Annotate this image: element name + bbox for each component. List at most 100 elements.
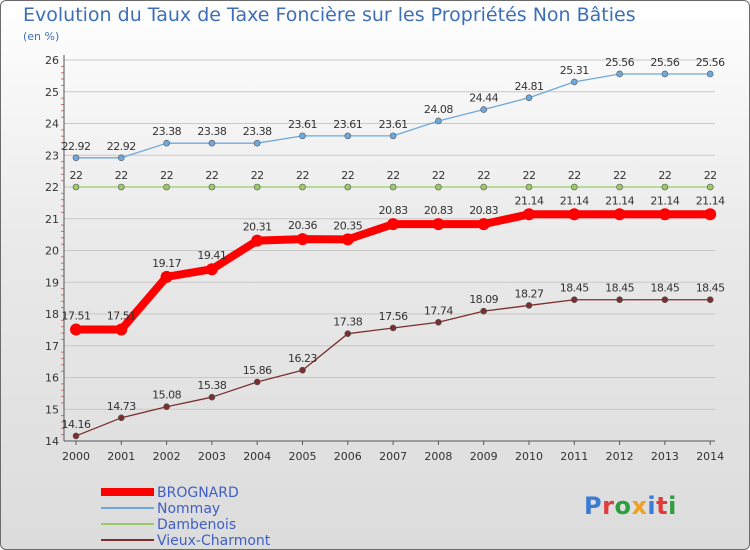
- x-tick-label: 2010: [515, 450, 543, 463]
- data-label: 22: [296, 169, 309, 182]
- legend-label: Nommay: [157, 501, 220, 517]
- data-label: 14.16: [62, 418, 91, 431]
- data-label: 22: [658, 169, 671, 182]
- y-tick-label: 21: [45, 213, 59, 226]
- data-point: [658, 208, 671, 221]
- data-point: [661, 183, 669, 191]
- data-label: 18.45: [696, 282, 725, 295]
- data-point: [299, 132, 306, 140]
- x-tick-label: 2005: [289, 450, 317, 463]
- data-point: [480, 307, 488, 315]
- data-point: [344, 330, 352, 337]
- data-point: [661, 296, 669, 304]
- data-point: [118, 414, 125, 422]
- data-label: 21.14: [515, 194, 544, 207]
- data-label: 17.74: [424, 304, 453, 317]
- data-label: 20.36: [288, 219, 317, 232]
- data-label: 25.56: [650, 56, 679, 69]
- data-label: 15.86: [243, 364, 272, 377]
- data-point: [616, 183, 623, 191]
- y-tick-label: 16: [45, 372, 59, 385]
- data-label: 25.56: [696, 56, 725, 69]
- data-label: 17.51: [62, 310, 91, 323]
- data-label: 25.31: [560, 64, 589, 77]
- data-label: 22: [704, 169, 717, 182]
- data-point: [344, 132, 352, 140]
- data-point: [253, 183, 261, 191]
- data-label: 22: [523, 169, 536, 182]
- data-point: [208, 139, 216, 147]
- x-tick-label: 2003: [198, 450, 226, 463]
- data-point: [299, 183, 306, 191]
- data-label: 17.51: [107, 310, 136, 323]
- data-label: 23.61: [333, 118, 362, 131]
- data-point: [568, 208, 581, 221]
- data-point: [432, 218, 445, 231]
- data-point: [435, 117, 442, 125]
- data-point: [480, 183, 488, 191]
- data-label: 22: [160, 169, 173, 182]
- legend-label: BROGNARD: [157, 485, 239, 501]
- data-label: 16.23: [288, 352, 317, 365]
- y-tick-label: 26: [45, 54, 59, 67]
- data-label: 19.41: [197, 249, 226, 262]
- x-tick-label: 2004: [243, 450, 271, 463]
- x-tick-label: 2002: [153, 450, 181, 463]
- data-label: 17.38: [333, 316, 362, 329]
- data-label: 23.61: [288, 118, 317, 131]
- data-label: 23.38: [243, 125, 272, 138]
- data-label: 14.73: [107, 400, 136, 413]
- x-tick-label: 2000: [62, 450, 90, 463]
- data-label: 21.14: [605, 194, 634, 207]
- data-point: [296, 233, 309, 246]
- x-tick-label: 2011: [560, 450, 588, 463]
- data-point: [163, 403, 170, 411]
- x-tick-label: 2014: [696, 450, 724, 463]
- x-tick-label: 2007: [379, 450, 407, 463]
- data-label: 22: [387, 169, 400, 182]
- data-point: [661, 70, 669, 78]
- data-point: [387, 218, 400, 231]
- data-point: [389, 132, 397, 140]
- y-tick-label: 24: [45, 118, 59, 131]
- data-label: 18.45: [560, 282, 589, 295]
- data-label: 20.83: [424, 204, 453, 217]
- data-point: [613, 208, 626, 221]
- data-label: 15.38: [197, 379, 226, 392]
- data-label: 18.09: [469, 293, 498, 306]
- data-label: 15.08: [152, 389, 181, 402]
- data-label: 20.83: [379, 204, 408, 217]
- data-point: [163, 139, 170, 147]
- data-label: 22: [341, 169, 354, 182]
- data-point: [616, 70, 623, 78]
- data-label: 21.14: [650, 194, 679, 207]
- y-tick-label: 19: [45, 276, 59, 289]
- data-point: [525, 94, 533, 102]
- data-point: [523, 208, 535, 221]
- data-point: [344, 183, 352, 191]
- legend-label: Dambenois: [157, 517, 236, 533]
- chart-title: Evolution du Taux de Taxe Foncière sur l…: [23, 4, 636, 26]
- chart-unit-label: (en %): [23, 30, 60, 43]
- data-label: 22: [432, 169, 445, 182]
- proxiti-logo: Proxiti: [584, 492, 677, 520]
- data-point: [205, 263, 218, 276]
- data-point: [118, 154, 125, 162]
- data-point: [72, 432, 80, 440]
- data-point: [616, 296, 623, 304]
- data-label: 25.56: [605, 56, 634, 69]
- data-label: 24.81: [515, 80, 544, 93]
- data-point: [706, 70, 714, 78]
- data-label: 22: [251, 169, 264, 182]
- y-tick-label: 23: [45, 149, 59, 162]
- data-point: [72, 183, 80, 191]
- data-point: [118, 183, 125, 191]
- data-label: 19.17: [152, 257, 181, 270]
- data-point: [72, 154, 80, 162]
- y-tick-label: 17: [45, 340, 59, 353]
- data-label: 21.14: [560, 194, 589, 207]
- y-tick-label: 15: [45, 403, 59, 416]
- data-label: 18.27: [515, 287, 544, 300]
- data-label: 22: [70, 169, 83, 182]
